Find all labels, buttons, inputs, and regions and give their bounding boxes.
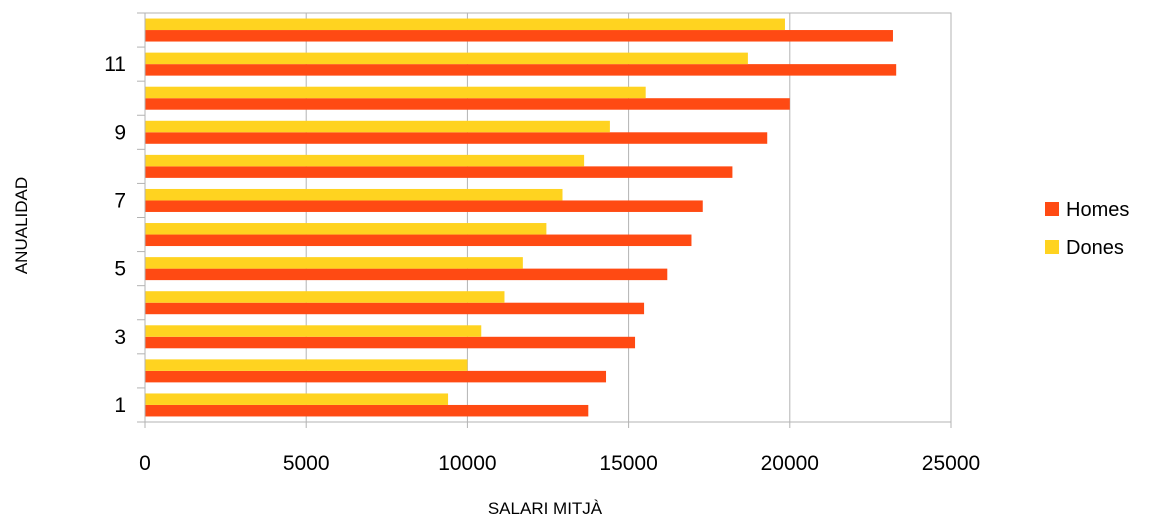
bar-dones-10 [145, 86, 646, 99]
x-tick-label: 25000 [922, 452, 980, 475]
bar-dones-4 [145, 291, 505, 303]
bars [145, 18, 897, 417]
bar-homes-3 [145, 336, 636, 349]
bar-homes-11 [145, 64, 897, 76]
x-tick-label: 0 [139, 452, 151, 475]
bar-dones-2 [145, 359, 468, 371]
x-tick-label: 10000 [438, 452, 496, 475]
bar-homes-5 [145, 268, 668, 281]
bar-dones-6 [145, 223, 547, 235]
bar-dones-11 [145, 52, 748, 65]
bar-homes-2 [145, 370, 607, 383]
y-axis-title: ANUALIDAD [12, 177, 31, 274]
y-tick-label: 5 [114, 258, 126, 281]
bar-homes-9 [145, 132, 768, 144]
y-tick-label: 11 [104, 53, 126, 76]
y-tick-label: 1 [114, 394, 126, 417]
y-tick-label: 9 [114, 121, 126, 144]
y-axis-ticks: 1 3 5 7 9 11 [104, 12, 145, 423]
legend-swatch-dones [1045, 240, 1059, 254]
bar-homes-1 [145, 404, 589, 417]
y-tick-label: 7 [114, 189, 126, 212]
x-axis-title: SALARI MITJÀ [488, 499, 603, 518]
legend-label-dones: Dones [1066, 237, 1124, 259]
bar-homes-4 [145, 302, 645, 315]
legend-label-homes: Homes [1066, 199, 1129, 221]
bar-dones-8 [145, 154, 585, 167]
legend: Homes Dones [1045, 199, 1129, 259]
bar-homes-6 [145, 234, 692, 247]
bar-dones-5 [145, 257, 523, 269]
y-tick-label: 3 [114, 326, 126, 349]
bar-dones-3 [145, 325, 482, 337]
bar-homes-7 [145, 200, 703, 212]
x-tick-label: 5000 [283, 452, 330, 475]
bar-dones-1 [145, 393, 449, 405]
bar-dones-7 [145, 188, 563, 201]
bar-homes-10 [145, 98, 790, 110]
bar-homes-8 [145, 166, 733, 178]
bar-dones-12 [145, 18, 785, 31]
x-tick-label: 20000 [761, 452, 819, 475]
bar-dones-9 [145, 120, 610, 133]
bar-homes-12 [145, 30, 893, 42]
legend-swatch-homes [1045, 202, 1059, 216]
x-axis-ticks: 0 5000 10000 15000 20000 25000 [139, 452, 980, 475]
x-tick-label: 15000 [599, 452, 657, 475]
